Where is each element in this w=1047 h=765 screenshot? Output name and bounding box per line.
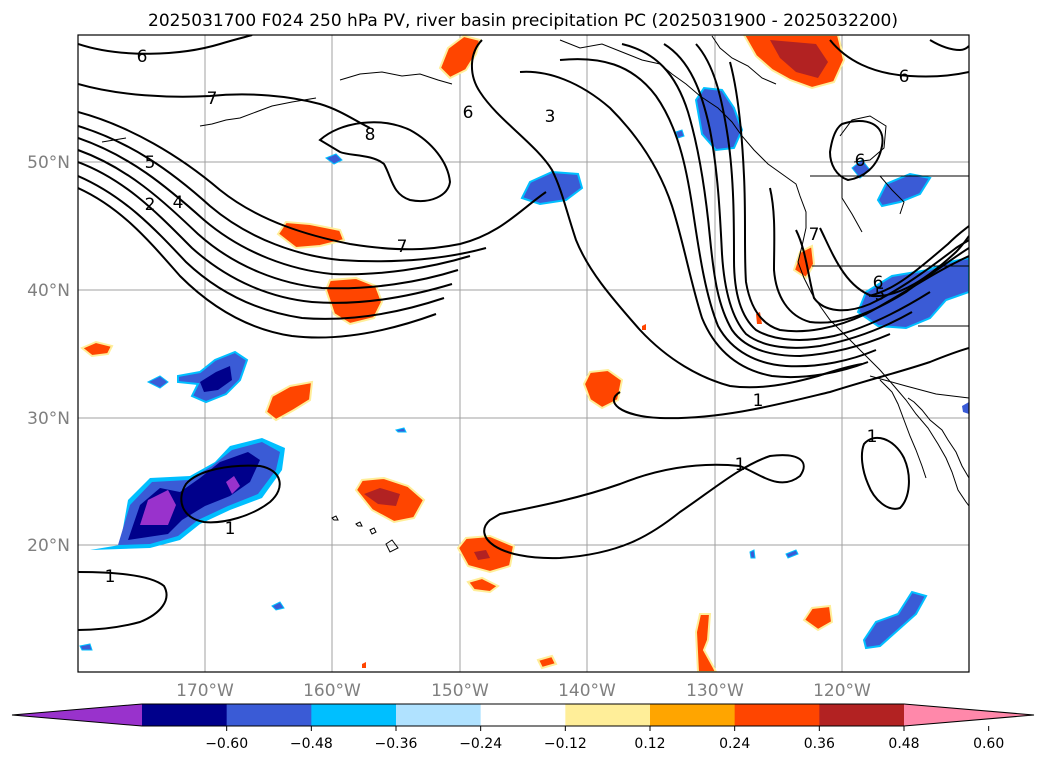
colorbar-tick-label: 0.12 xyxy=(634,736,665,752)
lon-label: 170°W xyxy=(176,681,234,701)
lon-tick-labels: 170°W 160°W 150°W 140°W 130°W 120°W xyxy=(176,681,871,701)
colorbar-extend-low xyxy=(12,704,142,726)
contour-label: 1 xyxy=(753,391,764,411)
pv-contours xyxy=(78,35,969,631)
colorbar-segment xyxy=(819,704,905,726)
colorbar-tick-label: 0.24 xyxy=(719,736,750,752)
negative-anomaly-mexico-pacific xyxy=(862,590,928,650)
coastlines xyxy=(101,35,969,553)
positive-anomaly-155w-39n xyxy=(324,276,384,326)
lon-label: 150°W xyxy=(431,681,489,701)
contour-label: 7 xyxy=(207,89,218,109)
map-content: 6 7 5 2 4 8 6 3 7 6 7 6 5 6 1 1 1 1 1 xyxy=(78,35,969,672)
lat-label: 40°N xyxy=(27,281,70,301)
colorbar-tick-label: −0.12 xyxy=(544,736,587,752)
colorbar-tick-label: −0.24 xyxy=(459,736,502,752)
graticule xyxy=(78,35,969,672)
figure-title: 2025031700 F024 250 hPa PV, river basin … xyxy=(148,11,898,31)
negative-anomaly-145w-48n xyxy=(520,170,584,206)
contour-labels: 6 7 5 2 4 8 6 3 7 6 7 6 5 6 1 1 1 1 1 xyxy=(105,47,910,587)
colorbar-segment xyxy=(734,704,820,726)
contour-label: 7 xyxy=(809,225,820,245)
lat-label: 50°N xyxy=(27,153,70,173)
positive-anomaly-140w-32n xyxy=(582,368,624,410)
contour-label: 3 xyxy=(545,107,556,127)
negative-anomaly-bc-coast xyxy=(694,86,744,152)
negative-anomaly-west-us xyxy=(856,256,969,330)
positive-anomaly-dateline-35n xyxy=(80,340,114,358)
contour-label: 2 xyxy=(145,195,156,215)
colorbar-tick-label: 0.36 xyxy=(804,736,835,752)
contour-label: 8 xyxy=(365,125,376,145)
negative-anomaly-wa-id xyxy=(876,172,932,208)
contour-label: 1 xyxy=(867,427,878,447)
lat-label: 20°N xyxy=(27,536,70,556)
contour-label: 6 xyxy=(855,151,866,171)
contour-label: 6 xyxy=(899,67,910,87)
lat-label: 30°N xyxy=(27,409,70,429)
colorbar-tick-label: −0.48 xyxy=(290,736,333,752)
lon-label: 120°W xyxy=(813,681,871,701)
contour-label: 4 xyxy=(173,193,184,213)
colorbar-segment xyxy=(396,704,482,726)
lat-tick-labels: 50°N 40°N 30°N 20°N xyxy=(27,153,70,556)
positive-anomaly-aleutians xyxy=(438,35,482,80)
contour-label: 7 xyxy=(397,237,408,257)
lon-label: 160°W xyxy=(303,681,361,701)
contour-label: 5 xyxy=(875,285,886,305)
positive-anomaly-130w-12n xyxy=(694,613,718,672)
colorbar-tick-label: −0.60 xyxy=(205,736,248,752)
contour-label: 1 xyxy=(735,455,746,475)
contour-label: 1 xyxy=(225,519,236,539)
positive-anomaly-165w-32n xyxy=(264,380,314,422)
colorbar: −0.60 −0.48 −0.36 −0.24 −0.12 0.12 0.24 0.36 0.4… xyxy=(11,703,1035,752)
contour-label: 6 xyxy=(873,273,884,293)
colorbar-segment xyxy=(565,704,651,726)
lon-label: 130°W xyxy=(686,681,744,701)
colorbar-tick-label: 0.60 xyxy=(973,736,1004,752)
colorbar-segment xyxy=(650,704,736,726)
contour-label: 6 xyxy=(463,103,474,123)
contour-label: 1 xyxy=(105,567,116,587)
contour-label: 5 xyxy=(145,153,156,173)
colorbar-tick-label: −0.36 xyxy=(375,736,418,752)
colorbar-segment xyxy=(142,704,228,726)
colorbar-extend-high xyxy=(904,704,1034,726)
colorbar-tick-label: 0.48 xyxy=(888,736,919,752)
colorbar-segment xyxy=(480,704,566,726)
colorbar-outline xyxy=(11,703,1035,727)
colorbar-segment xyxy=(226,704,312,726)
map-frame xyxy=(77,34,970,673)
contour-label: 6 xyxy=(137,47,148,67)
lon-label: 140°W xyxy=(558,681,616,701)
colorbar-segment xyxy=(311,704,397,726)
